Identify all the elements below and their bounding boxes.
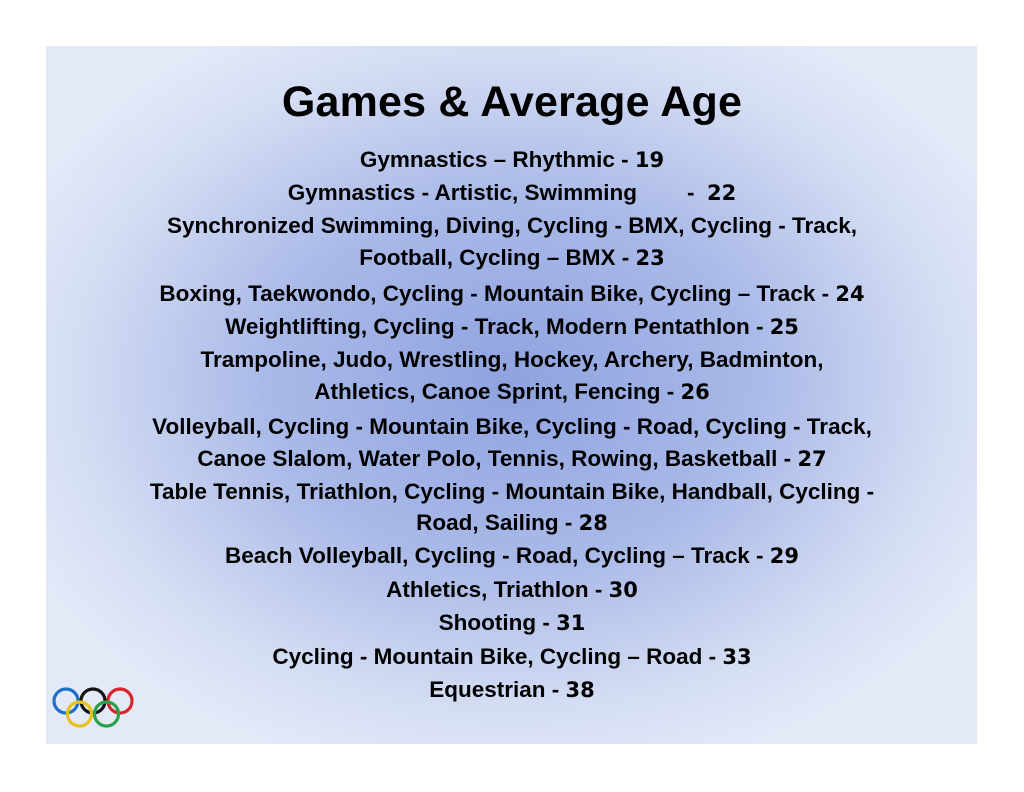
list-item: Athletics, Canoe Sprint, Fencing - 26 bbox=[0, 378, 1024, 406]
ring-green bbox=[92, 700, 121, 728]
average-age: 22 bbox=[707, 181, 737, 205]
list-item: Trampoline, Judo, Wrestling, Hockey, Arc… bbox=[0, 346, 1024, 374]
games-text: Equestrian - bbox=[429, 677, 566, 702]
games-text: Table Tennis, Triathlon, Cycling - Mount… bbox=[149, 479, 875, 504]
games-text: Road, Sailing - bbox=[416, 510, 579, 535]
games-text: Canoe Slalom, Water Polo, Tennis, Rowing… bbox=[197, 446, 798, 471]
list-item: Gymnastics – Rhythmic - 19 bbox=[0, 146, 1024, 174]
average-age: 31 bbox=[556, 611, 586, 635]
games-text: Synchronized Swimming, Diving, Cycling -… bbox=[166, 213, 858, 238]
average-age: 30 bbox=[608, 578, 638, 602]
average-age: 19 bbox=[634, 148, 665, 172]
games-text: Cycling - Mountain Bike, Cycling – Road … bbox=[272, 644, 723, 669]
list-item: Beach Volleyball, Cycling - Road, Cyclin… bbox=[0, 542, 1024, 570]
ring-blue bbox=[52, 687, 80, 715]
average-age: 27 bbox=[797, 447, 827, 471]
games-text: Gymnastics - Artistic, Swimming - bbox=[287, 180, 708, 205]
list-item: Canoe Slalom, Water Polo, Tennis, Rowing… bbox=[0, 445, 1024, 473]
games-text: Athletics, Triathlon - bbox=[386, 577, 609, 602]
list-item: Equestrian - 38 bbox=[0, 676, 1024, 704]
games-text: Athletics, Canoe Sprint, Fencing - bbox=[314, 379, 681, 404]
ring-black bbox=[79, 687, 107, 715]
games-text: Football, Cycling – BMX - bbox=[359, 245, 636, 270]
average-age: 23 bbox=[635, 246, 665, 270]
list-item: Gymnastics - Artistic, Swimming - 22 bbox=[0, 179, 1024, 207]
games-text: Trampoline, Judo, Wrestling, Hockey, Arc… bbox=[200, 347, 824, 372]
ring-red bbox=[106, 687, 134, 715]
average-age: 24 bbox=[835, 282, 865, 306]
games-text: Weightlifting, Cycling - Track, Modern P… bbox=[225, 314, 770, 339]
games-text: Gymnastics – Rhythmic - bbox=[359, 147, 635, 172]
average-age: 29 bbox=[769, 544, 799, 568]
average-age: 33 bbox=[722, 645, 752, 669]
games-text: Beach Volleyball, Cycling - Road, Cyclin… bbox=[225, 543, 770, 568]
list-item: Weightlifting, Cycling - Track, Modern P… bbox=[0, 313, 1024, 341]
games-text: Volleyball, Cycling - Mountain Bike, Cyc… bbox=[152, 414, 872, 439]
list-item: Synchronized Swimming, Diving, Cycling -… bbox=[0, 212, 1024, 240]
list-item: Road, Sailing - 28 bbox=[0, 509, 1024, 537]
slide-background bbox=[46, 46, 977, 744]
average-age: 25 bbox=[769, 315, 799, 339]
average-age: 26 bbox=[680, 380, 710, 404]
games-text: Boxing, Taekwondo, Cycling - Mountain Bi… bbox=[159, 281, 836, 306]
ring-yellow bbox=[65, 700, 94, 728]
average-age: 28 bbox=[578, 511, 608, 535]
list-item: Table Tennis, Triathlon, Cycling - Mount… bbox=[0, 478, 1024, 506]
average-age: 38 bbox=[565, 678, 595, 702]
list-item: Cycling - Mountain Bike, Cycling – Road … bbox=[0, 643, 1024, 671]
list-item: Volleyball, Cycling - Mountain Bike, Cyc… bbox=[0, 413, 1024, 441]
list-item: Boxing, Taekwondo, Cycling - Mountain Bi… bbox=[0, 280, 1024, 308]
games-text: Shooting - bbox=[438, 610, 557, 635]
slide-title: Games & Average Age bbox=[281, 78, 743, 126]
list-item: Football, Cycling – BMX - 23 bbox=[0, 244, 1024, 272]
list-item: Athletics, Triathlon - 30 bbox=[0, 576, 1024, 604]
olympic-rings-icon bbox=[52, 687, 134, 728]
list-item: Shooting - 31 bbox=[0, 609, 1024, 637]
